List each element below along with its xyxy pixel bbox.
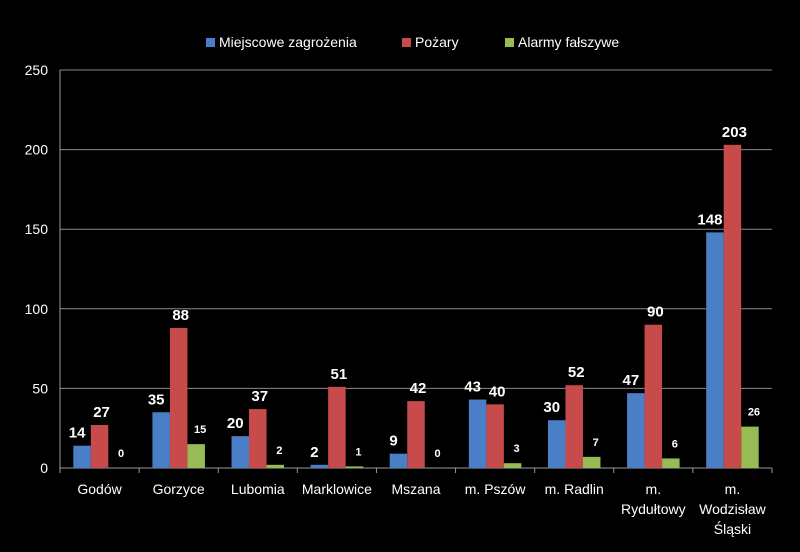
data-label-1-4: 42 [410,380,427,397]
category-label: m. [725,481,741,497]
data-label-0-3: 2 [310,444,318,461]
bar-1-0 [90,425,109,468]
bar-0-1 [152,412,170,468]
data-label-1-6: 52 [568,364,585,381]
data-label-2-6: 7 [593,437,599,449]
bar-2-7 [662,458,680,468]
data-label-0-1: 35 [148,391,165,408]
category-label: Gorzyce [153,481,205,497]
data-label-2-3: 1 [355,446,361,458]
bar-1-3 [328,386,346,468]
bar-0-7 [627,393,645,468]
category-label: Śląski [714,520,751,537]
data-label-0-7: 47 [622,372,639,389]
legend-label-0: Miejscowe zagrożenia [219,34,357,50]
data-label-2-5: 3 [514,443,520,455]
y-tick-label: 0 [40,460,48,476]
legend: Miejscowe zagrożenia Pożary Alarmy fałszyw… [206,34,619,50]
data-label-1-0: 27 [93,404,110,421]
data-label-1-1: 88 [172,307,189,324]
bar-0-8 [706,232,724,468]
data-label-2-4: 0 [434,448,440,460]
bar-2-8 [741,426,759,468]
data-labels: 14 27 0 35 88 15 20 37 2 2 51 1 9 42 0 43 40 3 30 52 7 47 90 6 1… [69,124,760,461]
bar-1-5 [486,404,504,468]
data-label-1-8: 203 [722,124,747,141]
bar-1-8 [723,144,742,468]
y-tick-label: 50 [32,380,48,396]
category-label: m. [646,481,662,497]
category-label: m. Radlin [545,481,604,497]
bar-0-3 [310,464,329,468]
legend-label-1: Pożary [415,34,459,50]
bar-2-2 [266,464,285,468]
category-label: Wodzisław [699,501,767,517]
bar-0-0 [73,445,91,468]
data-label-2-7: 6 [672,438,678,450]
y-tick-label: 100 [25,301,49,317]
bar-1-4 [407,401,425,468]
legend-label-2: Alarmy fałszywe [518,34,619,50]
bar-1-1 [169,327,188,468]
data-label-2-0: 0 [118,448,124,460]
bars [73,144,759,468]
data-label-1-2: 37 [251,388,268,405]
data-label-0-2: 20 [227,415,244,432]
data-label-0-8: 148 [697,211,722,228]
bar-0-5 [468,399,487,468]
data-label-2-1: 15 [194,424,206,436]
y-tick-label: 250 [25,62,49,78]
category-label: Rydułtowy [621,501,686,517]
data-label-2-8: 26 [748,407,760,419]
bar-2-6 [582,456,601,468]
bar-1-7 [644,324,663,468]
data-label-0-4: 9 [389,433,397,450]
bar-0-6 [547,420,566,468]
y-tick-label: 200 [25,142,49,158]
legend-swatch-0 [206,38,215,47]
category-label: Marklowice [302,481,372,497]
legend-swatch-2 [505,38,514,47]
bar-0-2 [231,436,250,468]
y-tick-label: 150 [25,221,49,237]
bar-2-1 [187,444,205,468]
legend-swatch-1 [402,38,411,47]
grid-lines [60,69,772,389]
category-labels: Godów Gorzyce Lubomia Marklowice Mszana m. Ps… [77,481,766,537]
bar-2-5 [503,463,522,468]
bar-2-3 [345,466,364,468]
data-label-1-5: 40 [489,383,506,400]
bar-0-4 [389,453,408,468]
data-label-2-2: 2 [276,445,282,457]
data-label-1-7: 90 [647,304,664,321]
category-label: m. Pszów [465,481,527,497]
bar-1-2 [249,409,267,468]
category-label: Mszana [391,481,440,497]
data-label-1-3: 51 [331,366,348,383]
data-label-0-0: 14 [69,425,86,442]
category-label: Godów [77,481,122,497]
category-label: Lubomia [231,481,285,497]
data-label-0-5: 43 [464,379,481,396]
data-label-0-6: 30 [543,399,560,416]
bar-1-6 [565,385,583,468]
